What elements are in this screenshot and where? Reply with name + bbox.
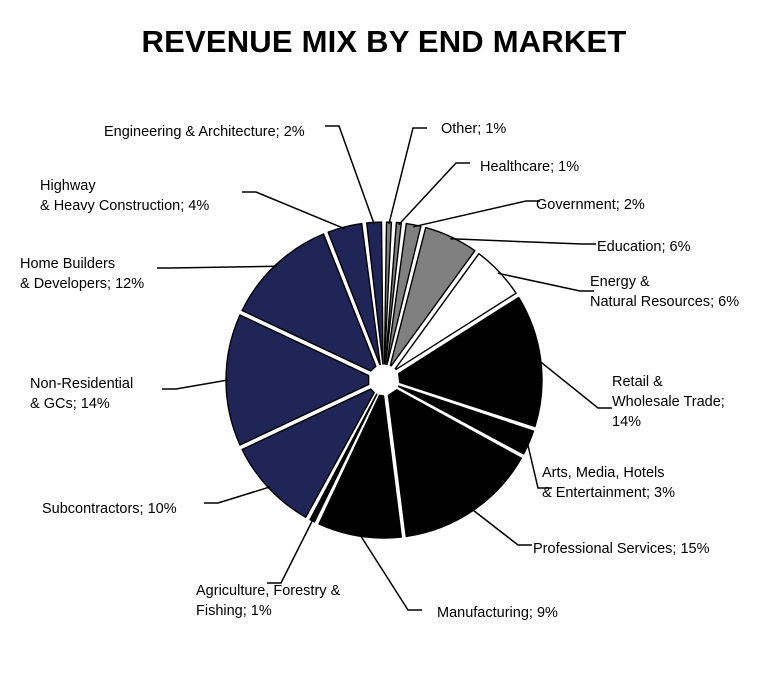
data-label-line: Highway [40,178,96,194]
pie-slice-subcontractors [241,388,375,518]
leader-line-highway-and-heavy-construction [242,191,346,230]
data-label-line: Manufacturing; 9% [437,605,558,621]
data-label-line: Government; 2% [536,197,645,213]
data-label-retail-and-wholesale-trade: Retail & Wholesale Trade; 14% [612,374,725,430]
data-label-line: Other; 1% [441,121,506,137]
leader-line-healthcare [398,162,470,226]
data-label-education: Education; 6% [597,239,691,255]
data-label-line: Natural Resources; 6% [590,294,739,310]
slice-labels: Other; 1% Healthcare; 1% Government; 2% Edu… [20,121,739,621]
pie-slice-manufacturing [318,394,403,539]
data-label-line: Fishing; 1% [196,603,272,619]
pie-slice-retail-and-wholesale-trade [397,296,543,428]
data-label-non-residential-and-gcs: Non-Residential & GCs; 14% [30,376,133,412]
data-label-agriculture-forestry-and-fishing: Agriculture, Forestry & Fishing; 1% [196,583,341,619]
leader-line-education [450,238,596,245]
data-label-line: Arts, Media, Hotels [542,465,665,481]
data-label-line: & Entertainment; 3% [542,485,675,501]
leader-line-agriculture-forestry-and-fishing [267,518,314,584]
leader-line-manufacturing [358,533,422,611]
leader-line-home-builders-and-developers [157,265,278,269]
leader-line-professional-services [471,508,532,546]
pie-slice-education [389,226,476,367]
pie-slice-other [383,221,393,365]
leader-line-non-residential-and-gcs [162,379,229,390]
leader-lines [157,125,612,611]
leader-line-other [388,127,427,225]
data-label-manufacturing: Manufacturing; 9% [437,605,558,621]
data-label-home-builders-and-developers: Home Builders & Developers; 12% [20,256,144,292]
data-label-line: & GCs; 14% [30,396,110,412]
data-label-line: Engineering & Architecture; 2% [104,124,305,140]
data-label-other: Other; 1% [441,121,506,137]
data-label-line: Home Builders [20,256,115,272]
data-label-line: Energy & [590,274,650,290]
data-label-line: Healthcare; 1% [480,159,579,175]
pie-slice-energy-and-natural-resources [394,252,517,371]
chart-title: REVENUE MIX BY END MARKET [141,24,627,59]
leader-line-arts-media-hotels-and-entertainment [526,441,552,489]
data-label-arts-media-hotels-and-entertainment: Arts, Media, Hotels & Entertainment; 3% [542,465,675,501]
data-label-line: 14% [612,414,641,430]
data-label-energy-and-natural-resources: Energy & Natural Resources; 6% [590,274,739,310]
pie-slice-professional-services [387,389,522,538]
leader-line-engineering-and-architecture [325,125,375,225]
pie-slice-non-residential-and-gcs [225,314,370,446]
leader-line-energy-and-natural-resources [497,272,594,292]
leader-line-retail-and-wholesale-trade [538,359,612,409]
data-label-subcontractors: Subcontractors; 10% [42,501,177,517]
pie-slice-highway-and-heavy-construction [327,222,381,366]
data-label-line: & Developers; 12% [20,276,144,292]
data-label-line: Subcontractors; 10% [42,501,177,517]
data-label-line: & Heavy Construction; 4% [40,198,209,214]
data-label-healthcare: Healthcare; 1% [480,159,579,175]
pie-slice-agriculture-forestry-and-fishing [309,393,378,523]
pie-slice-home-builders-and-developers [241,233,377,372]
data-label-line: Agriculture, Forestry & [196,583,341,599]
data-label-line: Retail & [612,374,663,390]
data-label-line: Non-Residential [30,376,133,392]
data-label-engineering-and-architecture: Engineering & Architecture; 2% [104,124,305,140]
data-label-professional-services: Professional Services; 15% [533,541,710,557]
data-label-line: Education; 6% [597,239,691,255]
pie-slice-engineering-and-architecture [365,221,384,365]
leader-line-subcontractors [204,486,271,504]
pie-slice-arts-media-hotels-and-entertainment [397,385,535,455]
leader-line-government [413,200,540,228]
pie-slices [225,221,543,539]
data-label-line: Wholesale Trade; [612,394,725,410]
data-label-highway-and-heavy-construction: Highway & Heavy Construction; 4% [40,178,209,214]
data-label-government: Government; 2% [536,197,645,213]
data-label-line: Professional Services; 15% [533,541,710,557]
